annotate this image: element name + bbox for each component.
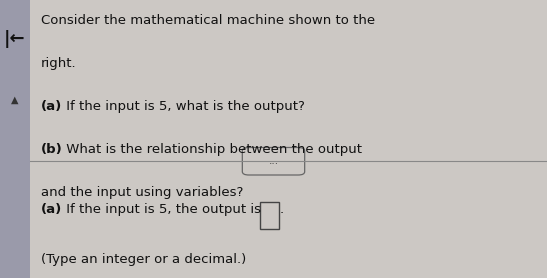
- Text: and the input using variables?: and the input using variables?: [41, 186, 243, 199]
- Text: (a): (a): [41, 100, 62, 113]
- FancyBboxPatch shape: [0, 0, 30, 278]
- FancyBboxPatch shape: [260, 202, 279, 229]
- Text: If the input is 5, what is the output?: If the input is 5, what is the output?: [62, 100, 305, 113]
- Text: ▲: ▲: [11, 95, 19, 105]
- Text: ...: ...: [269, 156, 278, 166]
- Text: What is the relationship between the output: What is the relationship between the out…: [62, 143, 362, 156]
- Text: (a): (a): [41, 203, 62, 216]
- Text: (Type an integer or a decimal.): (Type an integer or a decimal.): [41, 253, 246, 266]
- Text: Consider the mathematical machine shown to the: Consider the mathematical machine shown …: [41, 14, 375, 27]
- Text: right.: right.: [41, 57, 77, 70]
- Text: If the input is 5, the output is: If the input is 5, the output is: [62, 203, 265, 216]
- Text: (b): (b): [41, 143, 63, 156]
- Text: .: .: [280, 203, 284, 216]
- Text: |←: |←: [4, 30, 26, 48]
- FancyBboxPatch shape: [242, 147, 305, 175]
